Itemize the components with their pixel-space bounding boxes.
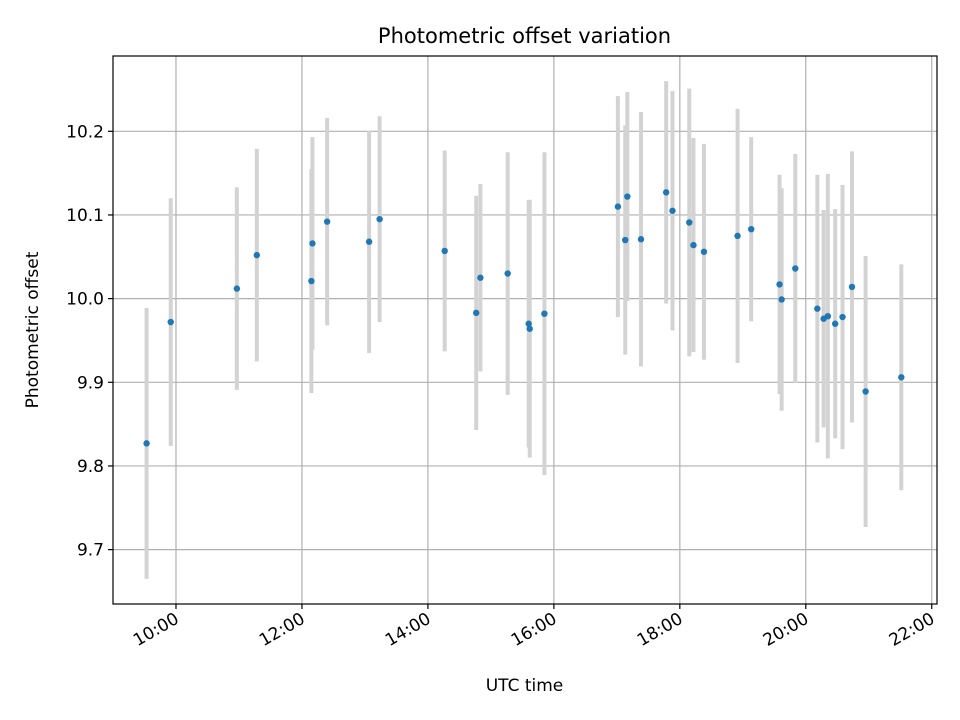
data-point [898,374,905,381]
x-tick-label: 20:00 [760,609,812,651]
data-point [622,236,629,244]
y-tick-label: 9.9 [77,373,104,393]
y-tick-label: 9.7 [77,541,104,561]
data-point [253,251,261,259]
data-point [541,310,548,317]
data-point [441,247,448,255]
data-point [472,309,480,317]
data-point [526,325,533,332]
point-layer [143,189,905,447]
y-axis: 9.7 9.8 9.9 10.0 10.1 10.2 [66,122,113,561]
y-tick-label: 10.1 [66,206,104,226]
data-point [477,274,484,281]
x-axis: 10:00 12:00 14:00 16:00 18:00 20:00 22:00 [130,604,938,651]
errorbar-layer [144,81,904,579]
data-point [814,305,821,312]
data-point [167,318,174,326]
x-tick-label: 18:00 [634,609,686,651]
data-point [308,277,315,285]
plot-frame [112,55,938,605]
data-point [700,248,708,255]
chart-title: Photometric offset variation [378,24,671,48]
data-point [233,285,241,292]
y-tick-label: 10.0 [66,290,104,310]
data-point [862,388,869,395]
data-point [848,283,856,291]
data-point [831,320,839,327]
x-tick-label: 16:00 [508,609,560,651]
data-point [824,312,832,320]
data-point [365,238,373,245]
y-tick-label: 9.8 [77,457,104,477]
data-point [143,440,150,447]
x-tick-label: 10:00 [130,609,182,651]
y-axis-label: Photometric offset [23,251,43,408]
x-tick-label: 14:00 [382,609,434,651]
grid-layer [113,56,937,604]
data-point [778,296,785,303]
data-point [792,265,799,272]
x-tick-label: 22:00 [886,609,938,651]
data-point [614,203,622,210]
data-point [323,218,331,225]
data-point [686,219,693,226]
data-point [525,320,532,327]
data-point [748,225,755,233]
data-point [504,270,511,277]
x-axis-label: UTC time [486,676,564,696]
data-point [839,313,846,321]
data-point [662,189,670,196]
y-tick-label: 10.2 [66,122,104,142]
data-point [669,207,676,214]
data-point [734,232,741,240]
data-point [776,281,783,288]
data-point [309,240,316,247]
data-point [376,215,383,223]
x-tick-label: 12:00 [256,609,308,651]
data-point [637,236,645,243]
data-point [690,241,697,249]
data-point [624,193,631,200]
